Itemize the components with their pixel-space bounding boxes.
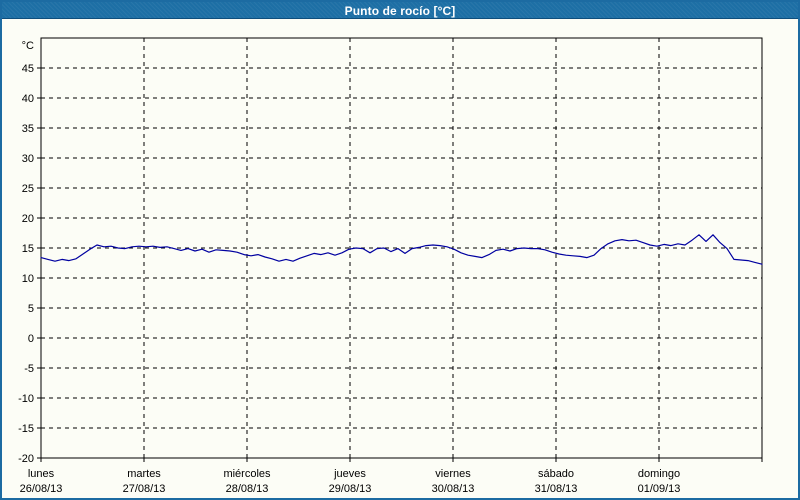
y-tick-label: -20 — [18, 453, 34, 465]
y-tick-label: 25 — [22, 183, 34, 195]
x-day-label: miércoles — [223, 468, 271, 480]
x-day-label: viernes — [435, 468, 471, 480]
y-tick-label: 5 — [28, 303, 34, 315]
x-date-label: 26/08/13 — [20, 483, 63, 495]
chart-title: Punto de rocío [°C] — [344, 4, 456, 18]
y-tick-label: 40 — [22, 93, 34, 105]
y-tick-label: 10 — [22, 273, 34, 285]
dew-point-line — [40, 234, 763, 265]
y-tick-label: 45 — [22, 63, 34, 75]
x-date-label: 29/08/13 — [329, 483, 372, 495]
chart-titlebar: Punto de rocío [°C] — [2, 2, 798, 19]
y-tick-label: 0 — [28, 333, 34, 345]
x-date-label: 31/08/13 — [535, 483, 578, 495]
y-tick-label: 35 — [22, 123, 34, 135]
y-tick-label: 20 — [22, 213, 34, 225]
y-axis-unit-label: °C — [22, 40, 34, 52]
y-tick-label: 30 — [22, 153, 34, 165]
y-tick-label: -15 — [18, 423, 34, 435]
y-tick-label: -10 — [18, 393, 34, 405]
x-date-label: 30/08/13 — [432, 483, 475, 495]
x-day-label: lunes — [28, 468, 55, 480]
x-day-label: martes — [127, 468, 161, 480]
x-date-label: 27/08/13 — [123, 483, 166, 495]
y-tick-label: 15 — [22, 243, 34, 255]
x-day-label: jueves — [333, 468, 366, 480]
x-date-label: 01/09/13 — [638, 483, 681, 495]
x-day-label: domingo — [638, 468, 680, 480]
x-date-label: 28/08/13 — [226, 483, 269, 495]
y-tick-label: -5 — [24, 363, 34, 375]
x-day-label: sábado — [538, 468, 574, 480]
